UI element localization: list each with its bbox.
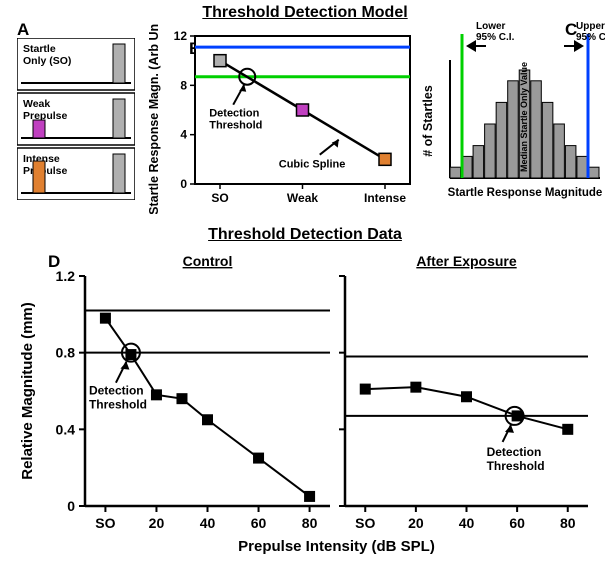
panel-c: Lower95% C.I.Upper95% C.I.Median Startle… (420, 22, 605, 217)
svg-text:Cubic Spline: Cubic Spline (279, 159, 346, 171)
svg-text:Threshold: Threshold (209, 120, 262, 132)
svg-text:95% C.I.: 95% C.I. (576, 32, 605, 43)
svg-text:Threshold: Threshold (487, 459, 545, 473)
svg-text:Median Startle Only Value: Median Startle Only Value (519, 62, 529, 172)
svg-text:Startle Response Magn. (Arb Un: Startle Response Magn. (Arb Units) (147, 24, 161, 214)
svg-text:Relative Magnitude (mm): Relative Magnitude (mm) (19, 302, 36, 480)
svg-text:Startle: Startle (23, 43, 56, 55)
svg-text:# of Startles: # of Startles (421, 85, 435, 157)
svg-text:80: 80 (560, 515, 576, 531)
svg-text:Only (SO): Only (SO) (23, 55, 71, 67)
svg-text:20: 20 (149, 515, 165, 531)
svg-text:40: 40 (459, 515, 475, 531)
svg-text:1.2: 1.2 (56, 268, 76, 284)
svg-text:Detection: Detection (89, 384, 144, 398)
svg-text:80: 80 (302, 515, 318, 531)
svg-text:Intense: Intense (364, 191, 406, 205)
svg-text:Weak: Weak (287, 191, 318, 205)
svg-text:60: 60 (251, 515, 267, 531)
svg-text:Weak: Weak (23, 98, 50, 110)
svg-text:After Exposure: After Exposure (416, 253, 517, 269)
svg-text:0: 0 (180, 177, 187, 191)
title-top: Threshold Detection Model (170, 4, 440, 22)
svg-text:Detection: Detection (209, 108, 259, 120)
svg-text:0.8: 0.8 (56, 345, 76, 361)
title-bottom: Threshold Detection Data (175, 226, 435, 244)
svg-text:Upper: Upper (576, 22, 605, 32)
svg-text:Prepulse Intensity (dB SPL): Prepulse Intensity (dB SPL) (238, 538, 435, 555)
svg-text:0: 0 (67, 498, 75, 514)
panel-d: Control00.40.81.2DetectionThresholdSO204… (10, 248, 600, 563)
svg-text:Control: Control (183, 253, 233, 269)
svg-text:8: 8 (180, 78, 187, 92)
svg-text:12: 12 (174, 29, 188, 43)
svg-text:Threshold: Threshold (89, 398, 147, 412)
svg-text:4: 4 (180, 128, 187, 142)
panel-b: 0 4 8 12 DetectionThreshold Cubic Spline SO Wea… (140, 24, 420, 214)
svg-text:95% C.I.: 95% C.I. (476, 32, 515, 43)
svg-text:Lower: Lower (476, 22, 506, 32)
svg-text:SO: SO (355, 515, 375, 531)
svg-text:Startle Response Magnitude: Startle Response Magnitude (448, 187, 603, 199)
svg-text:40: 40 (200, 515, 216, 531)
svg-text:60: 60 (509, 515, 525, 531)
panel-a-label: A (17, 20, 29, 40)
svg-text:SO: SO (95, 515, 115, 531)
svg-text:20: 20 (408, 515, 424, 531)
panel-a: StartleOnly (SO)WeakPrepulseIntensePrepu… (17, 38, 135, 200)
svg-text:Detection: Detection (487, 445, 542, 459)
svg-text:SO: SO (211, 191, 228, 205)
svg-text:0.4: 0.4 (56, 421, 76, 437)
